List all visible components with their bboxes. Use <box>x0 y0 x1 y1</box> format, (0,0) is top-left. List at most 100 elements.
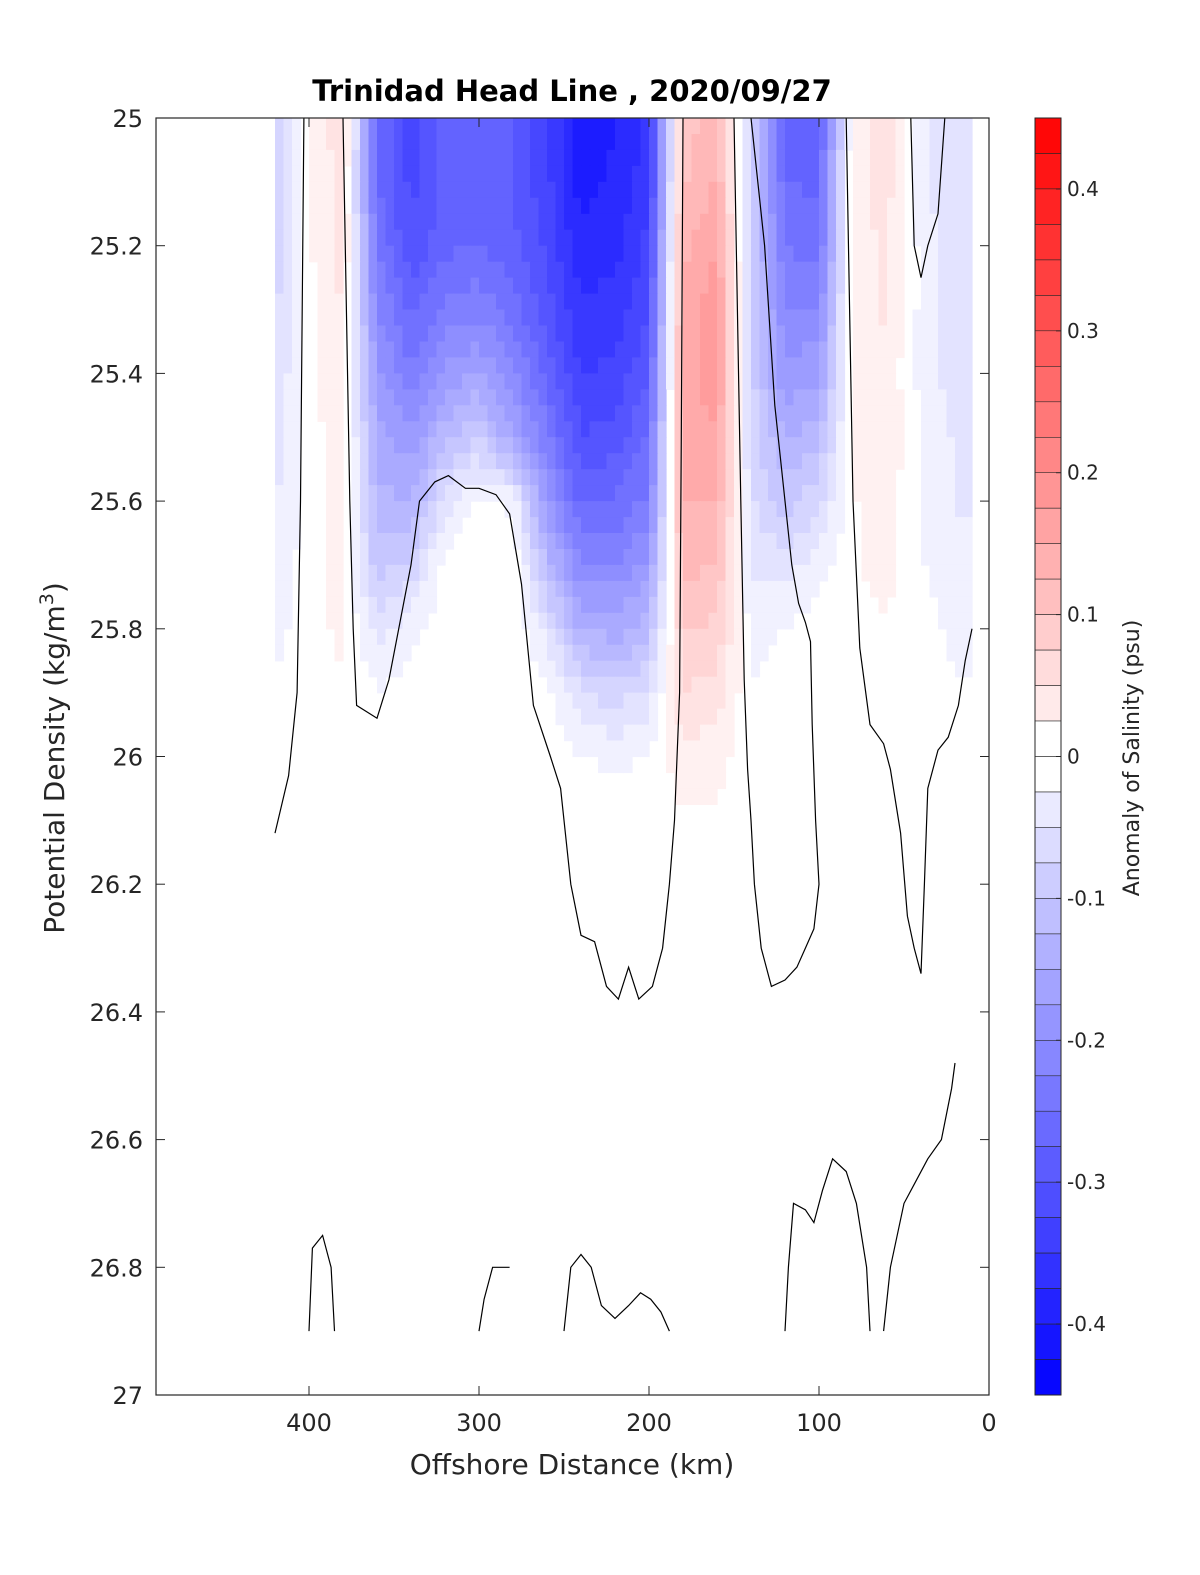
heatmap-cell <box>853 309 863 327</box>
heatmap-cell <box>674 724 684 742</box>
heatmap-cell <box>275 373 285 390</box>
heatmap-cell <box>691 181 701 199</box>
heatmap-cell <box>674 453 684 470</box>
heatmap-cell <box>360 229 370 247</box>
heatmap-cell <box>385 549 395 566</box>
heatmap-cell <box>708 309 718 327</box>
heatmap-cell <box>632 261 642 279</box>
heatmap-cell <box>700 229 710 247</box>
heatmap-cell <box>623 692 633 710</box>
heatmap-cell <box>725 197 735 215</box>
heatmap-cell <box>598 644 608 662</box>
heatmap-cell <box>496 341 506 359</box>
heatmap-cell <box>955 165 965 183</box>
heatmap-cell <box>717 501 727 518</box>
heatmap-cell <box>878 357 888 374</box>
heatmap-cell <box>717 245 727 263</box>
heatmap-cell <box>538 181 548 199</box>
heatmap-cell <box>317 325 327 343</box>
heatmap-cell <box>929 229 939 247</box>
heatmap-cell <box>938 453 948 470</box>
heatmap-cell <box>751 612 761 630</box>
heatmap-cell <box>385 357 395 374</box>
heatmap-cell <box>547 437 557 454</box>
heatmap-cell <box>751 118 761 135</box>
heatmap-cell <box>555 660 565 678</box>
heatmap-cell <box>725 628 735 646</box>
zero-contour-line <box>845 118 973 974</box>
heatmap-cell <box>929 293 939 311</box>
heatmap-cell <box>938 261 948 279</box>
heatmap-cell <box>283 197 293 215</box>
heatmap-cell <box>564 181 574 199</box>
heatmap-cell <box>589 165 599 183</box>
heatmap-cell <box>853 165 863 183</box>
heatmap-cell <box>649 197 659 215</box>
heatmap-cell <box>674 628 684 646</box>
heatmap-cell <box>326 357 336 374</box>
heatmap-cell <box>564 644 574 662</box>
heatmap-cell <box>504 421 514 438</box>
heatmap-cell <box>742 517 752 534</box>
heatmap-cell <box>938 580 948 598</box>
heatmap-cell <box>496 309 506 327</box>
heatmap-cell <box>870 213 880 231</box>
heatmap-cell <box>377 549 387 566</box>
heatmap-cell <box>445 373 455 390</box>
heatmap-cell <box>827 389 837 406</box>
heatmap-cell <box>470 118 480 135</box>
heatmap-cell <box>436 373 446 390</box>
heatmap-cell <box>606 580 616 598</box>
heatmap-cell <box>275 118 285 135</box>
heatmap-cell <box>377 293 387 311</box>
heatmap-cell <box>674 469 684 486</box>
heatmap-cell <box>547 501 557 518</box>
heatmap-cell <box>895 149 905 167</box>
y-tick-label: 26 <box>112 744 143 772</box>
heatmap-cell <box>649 692 659 710</box>
heatmap-cell <box>623 708 633 726</box>
heatmap-cell <box>589 325 599 343</box>
heatmap-cell <box>547 517 557 534</box>
heatmap-cell <box>657 309 667 327</box>
heatmap-cell <box>470 485 480 502</box>
heatmap-cell <box>742 197 752 215</box>
heatmap-cell <box>827 229 837 247</box>
heatmap-cell <box>827 325 837 343</box>
heatmap-cell <box>921 118 931 135</box>
heatmap-cell <box>436 245 446 263</box>
heatmap-cell <box>810 517 820 534</box>
y-axis-label-superscript: 3 <box>36 593 58 605</box>
heatmap-cell <box>513 421 523 438</box>
heatmap-cell <box>513 118 523 135</box>
heatmap-cell <box>819 229 829 247</box>
heatmap-cell <box>385 245 395 263</box>
heatmap-cell <box>402 181 412 199</box>
heatmap-cell <box>623 165 633 183</box>
heatmap-cell <box>819 469 829 486</box>
heatmap-cell <box>768 245 778 263</box>
heatmap-cell <box>411 261 421 279</box>
heatmap-cell <box>419 580 429 598</box>
heatmap-cell <box>615 756 625 774</box>
heatmap-cell <box>292 469 302 486</box>
heatmap-cell <box>436 469 446 486</box>
heatmap-cell <box>657 580 667 598</box>
heatmap-cell <box>691 421 701 438</box>
heatmap-cell <box>402 325 412 343</box>
heatmap-cell <box>351 596 361 614</box>
heatmap-cell <box>283 533 293 550</box>
heatmap-cell <box>683 549 693 566</box>
heatmap-cell <box>768 612 778 630</box>
heatmap-cell <box>377 660 387 678</box>
heatmap-cell <box>598 181 608 199</box>
heatmap-cell <box>292 181 302 199</box>
heatmap-cell <box>751 549 761 566</box>
heatmap-cell <box>657 596 667 614</box>
heatmap-cell <box>785 229 795 247</box>
heatmap-cell <box>411 277 421 295</box>
heatmap-cell <box>572 405 582 422</box>
heatmap-cell <box>649 724 659 742</box>
heatmap-cell <box>555 549 565 566</box>
heatmap-cell <box>377 149 387 167</box>
